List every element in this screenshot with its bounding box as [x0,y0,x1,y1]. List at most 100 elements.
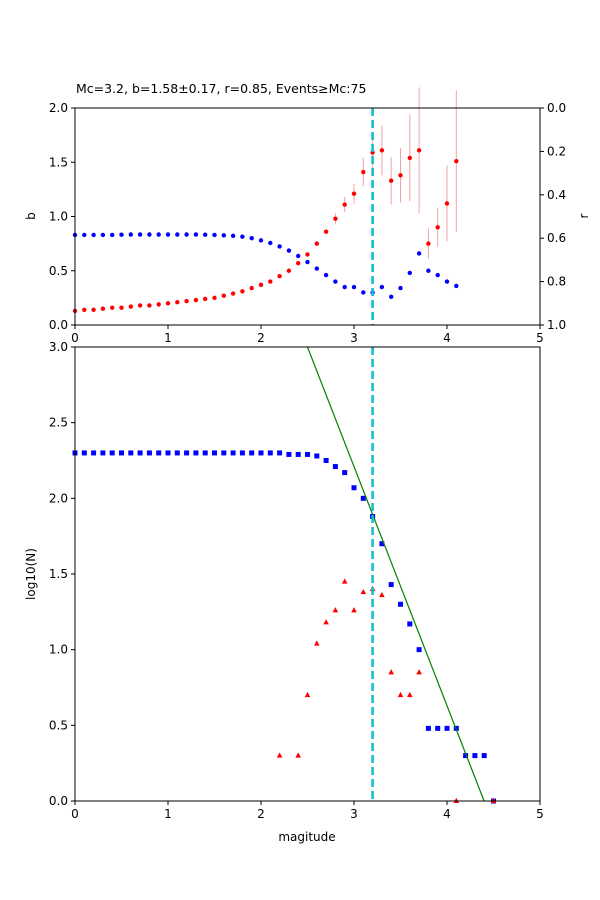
cumulative-point [407,621,413,627]
cumulative-point [128,450,134,456]
cumulative-point [165,450,171,456]
cumulative-point [305,451,310,457]
x-tick-label: 4 [443,331,451,345]
r-value-point [193,232,199,237]
bottom-chart: 0 1 2 3 4 5 0.0 0.5 1.0 1.5 2.0 2.5 3.0 magitude log… [24,340,544,844]
x-tick-label: 3 [350,807,358,821]
cumulative-point [91,450,97,456]
r-value-point [398,285,403,291]
cumulative-point [230,450,236,456]
r-value-point [333,279,338,284]
r-value-point [314,266,319,271]
b-value-point [137,303,143,308]
b-value-point [193,297,199,303]
noncumulative-point [341,578,348,584]
x-tick-label: 4 [443,807,451,821]
b-value-point [240,289,245,294]
r-value-point [351,284,357,290]
r-value-point [110,232,115,238]
b-value-point [407,155,412,161]
r-value-point [305,259,310,265]
noncumulative-point [360,588,367,595]
r-value-point [175,232,180,237]
b-value-point [435,225,440,230]
b-value-point [175,300,180,305]
y2-tick-label: 0.0 [547,101,566,115]
cumulative-point [351,485,357,491]
b-value-point [444,201,450,206]
r-value-point [156,232,161,237]
b-value-point [110,305,115,310]
cumulative-point [184,450,190,456]
y-tick-label: 0.5 [49,264,68,278]
cumulative-point [425,725,431,731]
cumulative-point [323,458,329,463]
r-value-point [361,290,366,295]
x-tick-label: 5 [536,331,544,345]
r-value-point [277,244,282,249]
x-tick-label: 0 [71,807,79,821]
y2-tick-label: 0.2 [547,144,566,158]
r-value-point [286,248,292,253]
b-value-point [128,304,133,309]
r-value-point [435,272,440,278]
y-tick-label: 3.0 [49,340,68,354]
r-value-point [379,284,385,290]
b-value-point [398,173,403,178]
x-tick-label: 1 [164,331,172,345]
b-value-point [323,229,329,234]
cumulative-point [314,453,320,459]
noncumulative-point [323,619,329,625]
b-value-point [184,298,189,304]
x-tick-label: 2 [257,807,265,821]
r-value-point [240,234,245,239]
r-value-point [221,233,226,238]
x-tick-label: 0 [71,331,79,345]
cumulative-point [435,725,441,731]
cumulative-point [193,450,199,456]
cumulative-point [463,753,469,759]
noncumulative-point [490,797,497,803]
cumulative-point [100,450,106,456]
cumulative-point [119,450,124,456]
cumulative-point [239,450,245,456]
x-tick-label: 3 [350,331,358,345]
r-value-point [454,283,459,289]
b-value-point [212,295,217,301]
bottom-chart-xlabel: magitude [278,830,335,844]
cumulative-point [212,450,217,456]
b-value-point [119,305,124,310]
y-tick-label: 1.0 [49,210,68,224]
y-tick-label: 2.5 [49,416,68,430]
b-value-point [156,302,161,307]
cumulative-point [444,725,450,731]
r-value-point [426,268,431,273]
noncumulative-point [351,607,357,613]
top-chart-frame [74,107,541,326]
y-tick-label: 0.0 [49,318,68,332]
b-value-point [82,307,87,313]
b-value-point [268,279,273,284]
r-value-point [296,253,301,259]
noncumulative-point [407,691,413,698]
b-value-point [147,303,152,308]
cumulative-point [416,647,422,653]
top-chart-title: Mc=3.2, b=1.58±0.17, r=0.85, Events≥Mc:7… [76,81,366,96]
y-tick-label: 2.0 [49,491,68,505]
cumulative-point [156,450,162,456]
r-value-point [389,294,394,299]
cumulative-point [332,464,338,470]
cumulative-point [481,753,487,759]
r-value-point [258,238,264,243]
b-value-point [305,252,310,257]
y2-tick-label: 0.6 [547,231,566,245]
noncumulative-point [304,691,311,698]
noncumulative-point [453,797,460,803]
cumulative-point [258,450,264,456]
bottom-chart-frame [74,346,541,802]
top-chart-marks [72,87,459,325]
noncumulative-point [379,591,385,598]
cumulative-point [249,450,255,456]
r-value-point [184,232,189,237]
cumulative-point [342,470,348,476]
